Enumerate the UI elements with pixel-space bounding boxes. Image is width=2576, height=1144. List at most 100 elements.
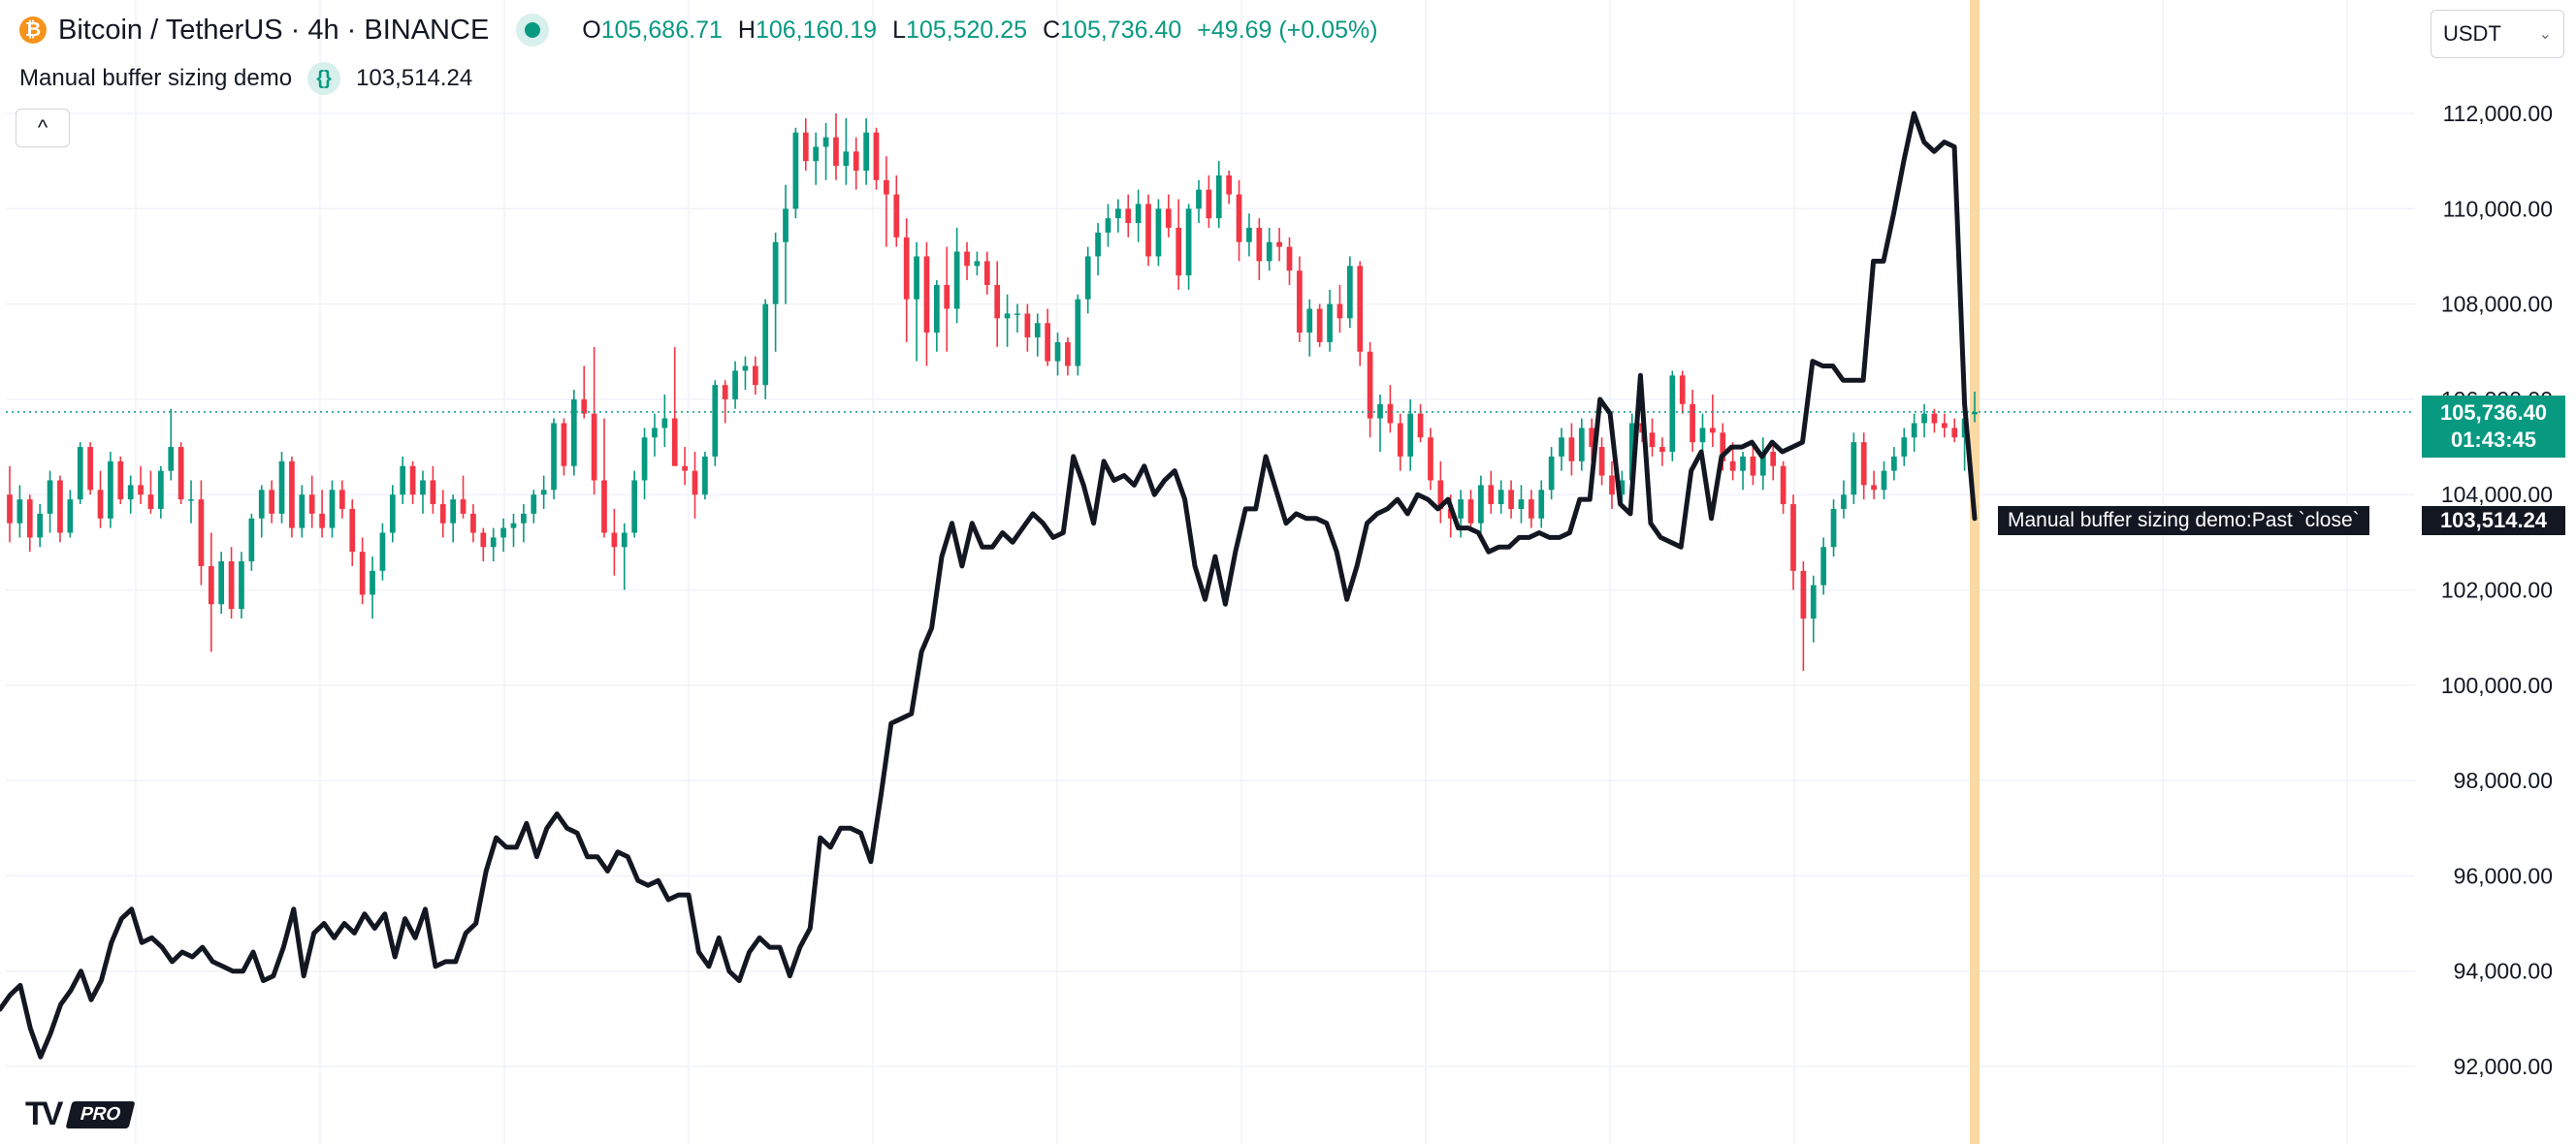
- collapse-legend-button[interactable]: ^: [16, 109, 70, 147]
- market-status-icon[interactable]: [516, 14, 550, 47]
- candle-body: [561, 423, 567, 466]
- candle-body: [1780, 465, 1787, 505]
- candle-body: [1911, 423, 1917, 438]
- candle-body: [521, 513, 527, 524]
- candle-body: [1206, 189, 1212, 219]
- candle-body: [188, 499, 194, 501]
- candle-body: [157, 470, 164, 509]
- candle-body: [1628, 423, 1635, 481]
- candle-body: [712, 385, 719, 457]
- candle-body: [409, 465, 416, 495]
- candle-body: [67, 499, 74, 533]
- currency-value: USDT: [2443, 21, 2501, 46]
- candle-body: [1458, 499, 1464, 519]
- candle-body: [57, 480, 63, 533]
- candle-body: [228, 561, 235, 610]
- candle-body: [1467, 499, 1474, 524]
- currency-selector[interactable]: USDT ⌄: [2431, 10, 2564, 58]
- candle-body: [97, 490, 104, 519]
- candle-body: [510, 523, 517, 528]
- candle-body: [933, 284, 940, 334]
- candle-body: [884, 179, 889, 195]
- candle-body: [208, 565, 214, 605]
- candle-body: [1316, 308, 1323, 342]
- candle-body: [389, 494, 396, 533]
- indicator-price-tag: 103,514.24: [2422, 506, 2565, 535]
- candle-body: [742, 365, 749, 371]
- candle-body: [611, 532, 618, 548]
- candle-body: [1175, 227, 1182, 276]
- candle-body: [439, 504, 446, 524]
- candle-body: [813, 146, 820, 162]
- candle-body: [863, 132, 869, 171]
- candle-body: [147, 494, 154, 509]
- candle-body: [1497, 490, 1504, 505]
- candle-body: [299, 494, 306, 528]
- candle-body: [1699, 428, 1706, 443]
- candle-body: [1045, 323, 1051, 362]
- candle-body: [1276, 241, 1282, 247]
- candle-body: [1034, 323, 1041, 338]
- candle-body: [1871, 485, 1877, 491]
- candle-body: [974, 261, 981, 267]
- candle-body: [1397, 423, 1403, 457]
- candle-body: [1336, 303, 1343, 319]
- low-value: L105,520.25: [892, 16, 1028, 44]
- candle-body: [1327, 303, 1333, 342]
- candle-body: [953, 251, 960, 309]
- candle-body: [1095, 232, 1101, 257]
- candle-body: [278, 461, 285, 514]
- candle-body: [671, 418, 678, 466]
- candle-body: [500, 527, 506, 538]
- candle-body: [1266, 241, 1272, 262]
- candle-body: [752, 365, 758, 386]
- candle-body: [258, 490, 265, 519]
- candle-body: [1357, 266, 1364, 352]
- logo-mark: TV: [25, 1096, 64, 1132]
- y-tick-label: 100,000.00: [2441, 673, 2553, 698]
- source-code-icon[interactable]: {}: [307, 62, 341, 95]
- candle-body: [16, 499, 23, 524]
- candle-body: [1810, 585, 1817, 619]
- candle-body: [853, 151, 859, 171]
- candle-body: [138, 485, 144, 495]
- candle-body: [1014, 313, 1020, 315]
- candle-body: [370, 570, 375, 595]
- indicator-series-label: Manual buffer sizing demo:Past `close`: [1998, 506, 2369, 535]
- candle-body: [198, 499, 205, 566]
- symbol-legend: ₿ Bitcoin / TetherUS · 4h · BINANCE O105…: [19, 14, 1378, 47]
- candle-body: [470, 513, 476, 533]
- candle-body: [1428, 437, 1433, 481]
- candle-body: [1084, 256, 1091, 300]
- candle-body: [1437, 480, 1444, 509]
- y-tick-label: 102,000.00: [2441, 578, 2553, 603]
- candle-body: [944, 284, 950, 309]
- candle-body: [1951, 428, 1958, 438]
- candle-body: [480, 532, 487, 548]
- price-axis[interactable]: 112,000.00110,000.00108,000.00106,000.00…: [2441, 101, 2553, 1079]
- indicator-series: [0, 111, 1978, 1060]
- price-change: +49.69 (+0.05%): [1197, 16, 1378, 44]
- candles: [7, 113, 1978, 672]
- candle-body: [379, 532, 386, 571]
- candle-body: [903, 237, 910, 300]
- candle-body: [652, 428, 658, 438]
- candle-body: [1387, 403, 1394, 424]
- tradingview-logo[interactable]: TV PRO: [25, 1096, 137, 1133]
- candle-body: [822, 137, 829, 147]
- candle-body: [349, 508, 356, 553]
- candle-body: [1478, 485, 1484, 524]
- indicator-name[interactable]: Manual buffer sizing demo: [19, 65, 293, 91]
- symbol-title[interactable]: Bitcoin / TetherUS · 4h · BINANCE: [58, 14, 490, 46]
- candle-body: [1286, 246, 1293, 271]
- candle-body: [1367, 351, 1373, 419]
- candle-body: [289, 461, 295, 528]
- candle-body: [168, 447, 175, 471]
- candle-body: [843, 151, 850, 167]
- candle-body: [1841, 494, 1847, 509]
- candle-body: [1860, 442, 1867, 486]
- candle-body: [1115, 208, 1121, 219]
- candle-body: [1740, 456, 1746, 471]
- candle-body: [1105, 218, 1111, 233]
